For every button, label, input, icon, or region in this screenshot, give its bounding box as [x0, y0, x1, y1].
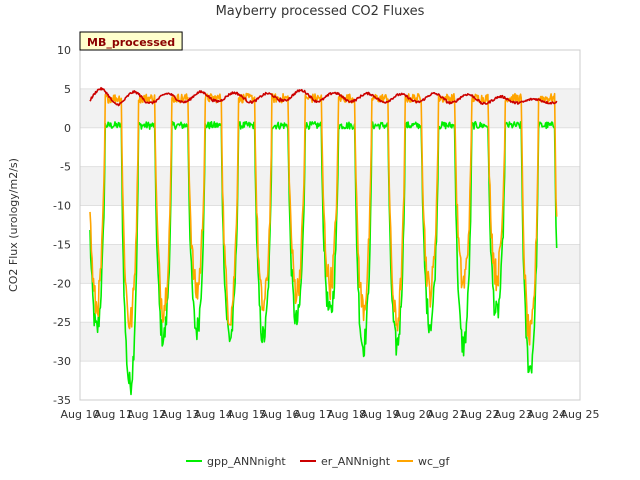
x-tick-label: Aug 12 — [127, 408, 166, 421]
x-tick-label: Aug 14 — [194, 408, 233, 421]
x-tick-label: Aug 15 — [227, 408, 266, 421]
x-tick-label: Aug 22 — [461, 408, 500, 421]
y-tick-label: -5 — [60, 161, 71, 174]
y-axis-ticks: 10 5 0 -5 -10 -15 -20 -25 -30 -35 — [53, 44, 71, 407]
y-tick-label: 5 — [64, 83, 71, 96]
x-tick-label: Aug 13 — [161, 408, 200, 421]
site-badge-label: MB_processed — [87, 36, 175, 49]
background-band — [80, 166, 580, 206]
series-layer — [89, 86, 558, 396]
y-tick-label: 10 — [57, 44, 71, 57]
x-tick-label: Aug 21 — [427, 408, 466, 421]
background-bands — [80, 88, 580, 362]
series-line-er_ANNnight — [89, 86, 558, 107]
x-tick-label: Aug 24 — [527, 408, 566, 421]
y-tick-label: -35 — [53, 394, 71, 407]
x-tick-label: Aug 18 — [327, 408, 366, 421]
plot-frame — [79, 49, 581, 401]
y-tick-label: -15 — [53, 238, 71, 251]
x-tick-label: Aug 11 — [94, 408, 133, 421]
x-tick-label: Aug 20 — [394, 408, 433, 421]
legend-label-gpp_ANNnight: gpp_ANNnight — [207, 455, 286, 468]
x-tick-label: Aug 25 — [561, 408, 600, 421]
background-band — [80, 322, 580, 362]
series-line-gpp_ANNnight — [89, 120, 558, 396]
x-tick-label: Aug 10 — [61, 408, 100, 421]
legend-label-er_ANNnight: er_ANNnight — [321, 455, 391, 468]
y-tick-label: -10 — [53, 200, 71, 213]
y-axis-label: CO2 Flux (urology/m2/s) — [7, 158, 20, 292]
x-tick-label: Aug 23 — [494, 408, 533, 421]
chart-title: Mayberry processed CO2 Fluxes — [216, 4, 425, 19]
x-tick-label: Aug 17 — [294, 408, 333, 421]
x-tick-label: Aug 19 — [361, 408, 400, 421]
site-badge: MB_processed — [79, 31, 183, 51]
x-tick-label: Aug 16 — [261, 408, 300, 421]
y-tick-label: -20 — [53, 277, 71, 290]
y-tick-label: -30 — [53, 355, 71, 368]
legend-label-wc_gf: wc_gf — [418, 455, 451, 468]
y-tick-label: 0 — [64, 122, 71, 135]
legend: gpp_ANNnight er_ANNnight wc_gf — [186, 455, 451, 468]
y-tick-label: -25 — [53, 316, 71, 329]
